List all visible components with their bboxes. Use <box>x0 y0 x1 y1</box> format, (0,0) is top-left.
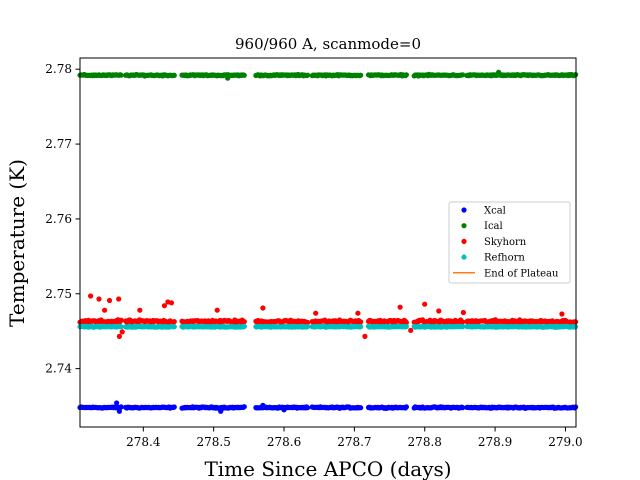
skyhorn-point <box>106 297 113 304</box>
skyhorn-point <box>241 319 247 325</box>
data-points-layer <box>77 69 579 414</box>
skyhorn-point <box>168 300 175 306</box>
legend-marker-xcal <box>461 207 467 213</box>
refhorn-point <box>403 323 409 330</box>
refhorn-point <box>460 324 466 330</box>
legend-marker-skyhorn <box>461 238 467 244</box>
refhorn-point <box>241 323 247 329</box>
skyhorn-point <box>403 320 409 326</box>
x-tick-label: 278.9 <box>478 435 512 449</box>
skyhorn-point <box>358 319 364 325</box>
xcal-point <box>116 408 122 414</box>
legend-marker-ical <box>461 223 467 229</box>
legend-label-xcal: Xcal <box>484 206 506 217</box>
skyhorn-point <box>460 319 466 325</box>
xcal-point <box>114 400 120 406</box>
legend-label-end-of-plateau: End of Plateau <box>484 268 559 279</box>
skyhorn-point <box>559 311 565 317</box>
y-tick-label: 2.77 <box>45 137 72 151</box>
chart-title: 960/960 A, scanmode=0 <box>235 35 421 53</box>
y-tick-label: 2.78 <box>45 62 72 76</box>
xcal-point <box>241 404 247 410</box>
skyhorn-point <box>214 307 220 313</box>
x-tick-label: 279.0 <box>548 435 582 449</box>
ical-point <box>305 72 311 78</box>
xcal-point <box>460 405 466 411</box>
skyhorn-point <box>408 327 414 333</box>
legend-label-skyhorn: Skyhorn <box>484 237 527 248</box>
y-tick-label: 2.76 <box>45 212 72 226</box>
skyhorn-point <box>171 319 177 325</box>
skyhorn-point <box>118 317 124 323</box>
y-axis-ticks: 2.74 2.75 2.76 2.77 2.78 <box>45 62 80 376</box>
skyhorn-point <box>119 329 125 335</box>
skyhorn-point <box>355 310 361 316</box>
legend: Xcal Ical Skyhorn Refhorn End of Plateau <box>448 201 571 284</box>
skyhorn-point <box>96 296 102 302</box>
series-skyhorn <box>77 293 579 339</box>
xcal-point <box>218 408 224 414</box>
skyhorn-point <box>161 303 167 309</box>
refhorn-point <box>118 324 124 330</box>
x-axis-label: Time Since APCO (days) <box>204 457 451 480</box>
skyhorn-point <box>305 319 311 326</box>
ical-point <box>241 72 247 78</box>
skyhorn-point <box>313 310 319 316</box>
legend-label-ical: Ical <box>484 221 503 232</box>
skyhorn-point <box>116 296 122 302</box>
x-axis-ticks: 278.4 278.5 278.6 278.7 278.8 278.9 279.0 <box>126 427 583 449</box>
x-tick-label: 278.5 <box>196 435 230 449</box>
skyhorn-point <box>362 333 368 339</box>
x-tick-label: 278.6 <box>267 435 301 449</box>
xcal-point <box>358 405 364 411</box>
x-tick-label: 278.8 <box>408 435 442 449</box>
series-xcal <box>77 400 579 414</box>
legend-label-refhorn: Refhorn <box>484 253 525 264</box>
ical-point <box>460 72 466 78</box>
skyhorn-point <box>422 301 428 307</box>
ical-point <box>225 75 231 81</box>
skyhorn-point <box>260 305 266 311</box>
y-tick-label: 2.75 <box>45 287 72 301</box>
legend-box <box>448 201 571 284</box>
xcal-point <box>305 405 311 411</box>
y-tick-label: 2.74 <box>45 362 72 376</box>
series-refhorn <box>77 323 579 330</box>
legend-marker-refhorn <box>461 254 467 260</box>
refhorn-point <box>171 324 177 330</box>
refhorn-point <box>305 323 311 330</box>
ical-point <box>118 72 124 78</box>
y-axis-label: Temperature (K) <box>5 159 29 327</box>
x-tick-label: 278.4 <box>126 435 161 449</box>
x-tick-label: 278.7 <box>337 435 371 449</box>
ical-point <box>403 72 409 78</box>
xcal-point <box>118 404 124 410</box>
skyhorn-point <box>102 307 108 313</box>
xcal-point <box>281 407 287 413</box>
ical-point <box>496 69 502 75</box>
skyhorn-point <box>116 333 122 339</box>
xcal-point <box>260 402 266 408</box>
xcal-point <box>403 404 409 410</box>
xcal-point <box>171 404 177 410</box>
refhorn-point <box>358 324 364 330</box>
skyhorn-point <box>460 309 466 316</box>
ical-point <box>171 72 177 78</box>
skyhorn-point <box>88 293 94 299</box>
series-ical <box>77 69 579 81</box>
plot-frame <box>79 57 577 428</box>
skyhorn-point <box>137 307 143 313</box>
ical-point <box>358 72 364 78</box>
skyhorn-point <box>397 304 403 310</box>
skyhorn-point <box>436 308 442 314</box>
